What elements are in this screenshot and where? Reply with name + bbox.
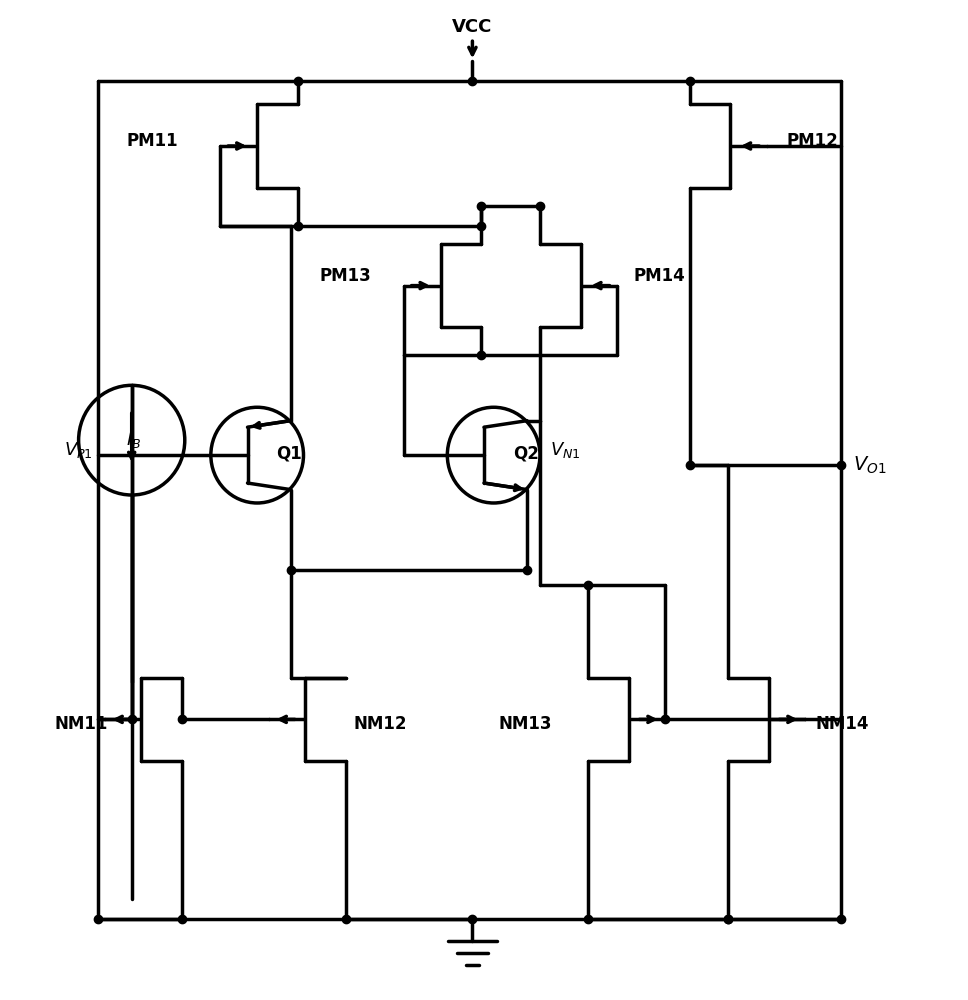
Text: PM12: PM12 <box>786 132 838 150</box>
Text: $I_B$: $I_B$ <box>126 430 141 450</box>
Text: NM11: NM11 <box>54 715 107 733</box>
Text: PM14: PM14 <box>634 267 685 285</box>
Text: PM11: PM11 <box>127 132 178 150</box>
Text: NM13: NM13 <box>499 715 552 733</box>
Text: $V_{N1}$: $V_{N1}$ <box>550 440 580 460</box>
Text: VCC: VCC <box>452 18 493 36</box>
Text: $V_{P1}$: $V_{P1}$ <box>64 440 93 460</box>
Text: PM13: PM13 <box>319 267 372 285</box>
Text: NM12: NM12 <box>353 715 408 733</box>
Text: Q2: Q2 <box>513 444 539 462</box>
Text: $V_{O1}$: $V_{O1}$ <box>853 454 886 476</box>
Text: Q1: Q1 <box>277 444 302 462</box>
Text: NM14: NM14 <box>815 715 868 733</box>
